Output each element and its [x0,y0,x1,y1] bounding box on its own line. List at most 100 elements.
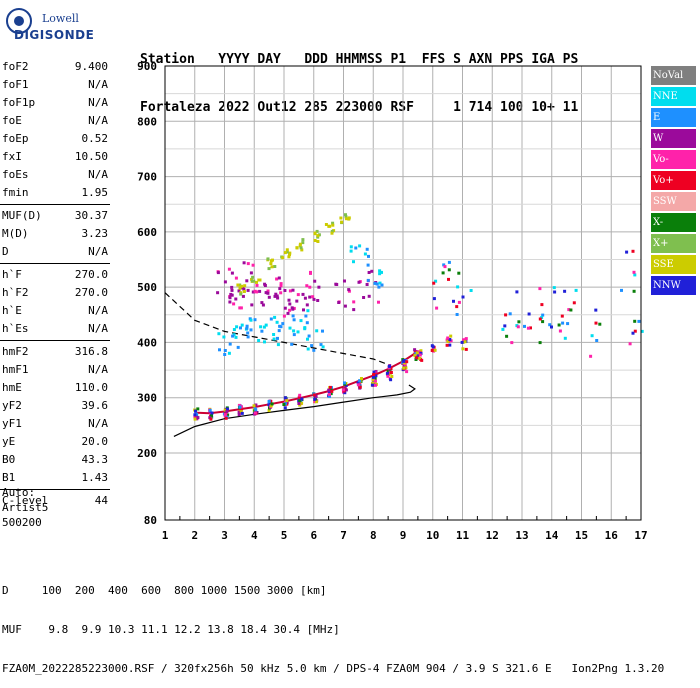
param-name: foEs [2,168,29,181]
echo-point [640,329,644,333]
echo-point [273,265,277,268]
param-row: fxI 10.50 [0,148,112,166]
legend-item-e: E [651,108,696,127]
echo-point [347,217,351,221]
echo-point [402,359,406,363]
echo-point [291,307,295,311]
echo-point [343,304,347,308]
echo-point [523,324,526,328]
echo-point [298,403,302,407]
echo-point [388,364,391,368]
echo-point [441,271,445,275]
echo-point [352,260,355,264]
footer-muf-row: MUF 9.8 9.9 10.3 11.1 12.2 13.8 18.4 30.… [2,623,340,636]
echo-point [307,334,311,338]
echo-point [464,337,468,341]
echo-point [633,329,637,333]
echo-point [380,283,384,287]
echo-point [301,238,305,242]
logo-text-lowell: Lowell [42,12,79,25]
param-name: yF2 [2,399,22,412]
echo-point [312,393,316,397]
param-value: 30.37 [74,209,108,222]
echo-point [308,285,312,289]
polarization-legend: NoVal NNE E W Vo- Vo+ SSW X- X+ SSE NNW [651,66,696,297]
echo-point [316,299,320,302]
echo-point [232,302,236,306]
echo-point [269,317,273,321]
echo-point [230,288,234,292]
echo-point [541,313,545,317]
echo-point [469,289,473,292]
legend-item-nne: NNE [651,87,696,106]
echo-point [419,349,423,353]
param-row: h`F2 270.0 [0,284,112,302]
echo-point [281,256,285,260]
echo-point [246,288,250,292]
x-tick-label: 4 [251,529,258,542]
echo-point [291,314,295,318]
param-value: N/A [88,322,108,335]
echo-point [223,413,227,417]
echo-point [287,255,291,259]
echo-point [249,271,253,275]
chart-axes: 1 2 3 4 5 6 7 8 9 10 11 12 13 14 15 16 17802003004005006… [137,60,648,542]
param-value: 110.0 [74,381,108,394]
echo-point [240,323,244,327]
param-row: yF1 N/A [0,415,112,433]
echo-point [415,351,419,355]
param-name: foF2 [2,60,29,73]
echo-point [240,411,244,415]
echo-point [347,289,351,293]
echo-point [327,388,331,392]
echo-point [288,253,291,257]
profile-curve-solid [173,384,416,437]
echo-point [357,280,361,284]
echo-point [372,375,375,379]
echo-point [260,329,264,333]
echo-point [242,261,246,265]
x-tick-label: 12 [486,529,499,542]
echo-point [232,328,236,331]
echo-point [296,330,300,334]
echo-point [434,279,438,283]
echo-point [255,280,258,284]
echo-point [240,407,244,411]
echo-point [298,244,302,248]
param-name: h`Es [2,322,29,335]
param-value: 3.23 [81,227,109,240]
echo-point [456,285,460,289]
echo-point [370,269,374,273]
legend-item-nnw: NNW [651,276,696,295]
echo-point [567,308,571,312]
echo-point [305,321,309,325]
o-trace-line [194,352,416,415]
param-row: MUF(D) 30.37 [0,207,112,225]
param-row: foF1 N/A [0,76,112,94]
echo-point [529,326,532,330]
echo-point [358,379,362,383]
param-name: yF1 [2,417,22,430]
param-row: C-level 44 [0,492,112,510]
autoscaling-info: Auto: Artist5 500200 [2,485,48,530]
echo-point [362,296,366,299]
echo-point [283,396,287,400]
echo-point [432,297,436,301]
echo-point [218,348,221,352]
echo-point [282,403,286,406]
echo-point [377,300,380,304]
echo-point [297,395,301,399]
legend-item-x-: X+ [651,234,696,253]
echo-point [633,319,637,323]
param-row: foEs N/A [0,166,112,184]
echo-point [402,366,406,370]
echo-point [230,285,234,289]
header-values: Fortaleza 2022 Out12 285 223000 RSF 1 71… [140,100,579,115]
echo-point [299,319,303,323]
echo-point [504,313,508,317]
echo-point [620,288,623,292]
echo-point [405,360,409,364]
echo-point [516,325,520,329]
echo-point [413,354,417,358]
echo-point [430,348,434,352]
